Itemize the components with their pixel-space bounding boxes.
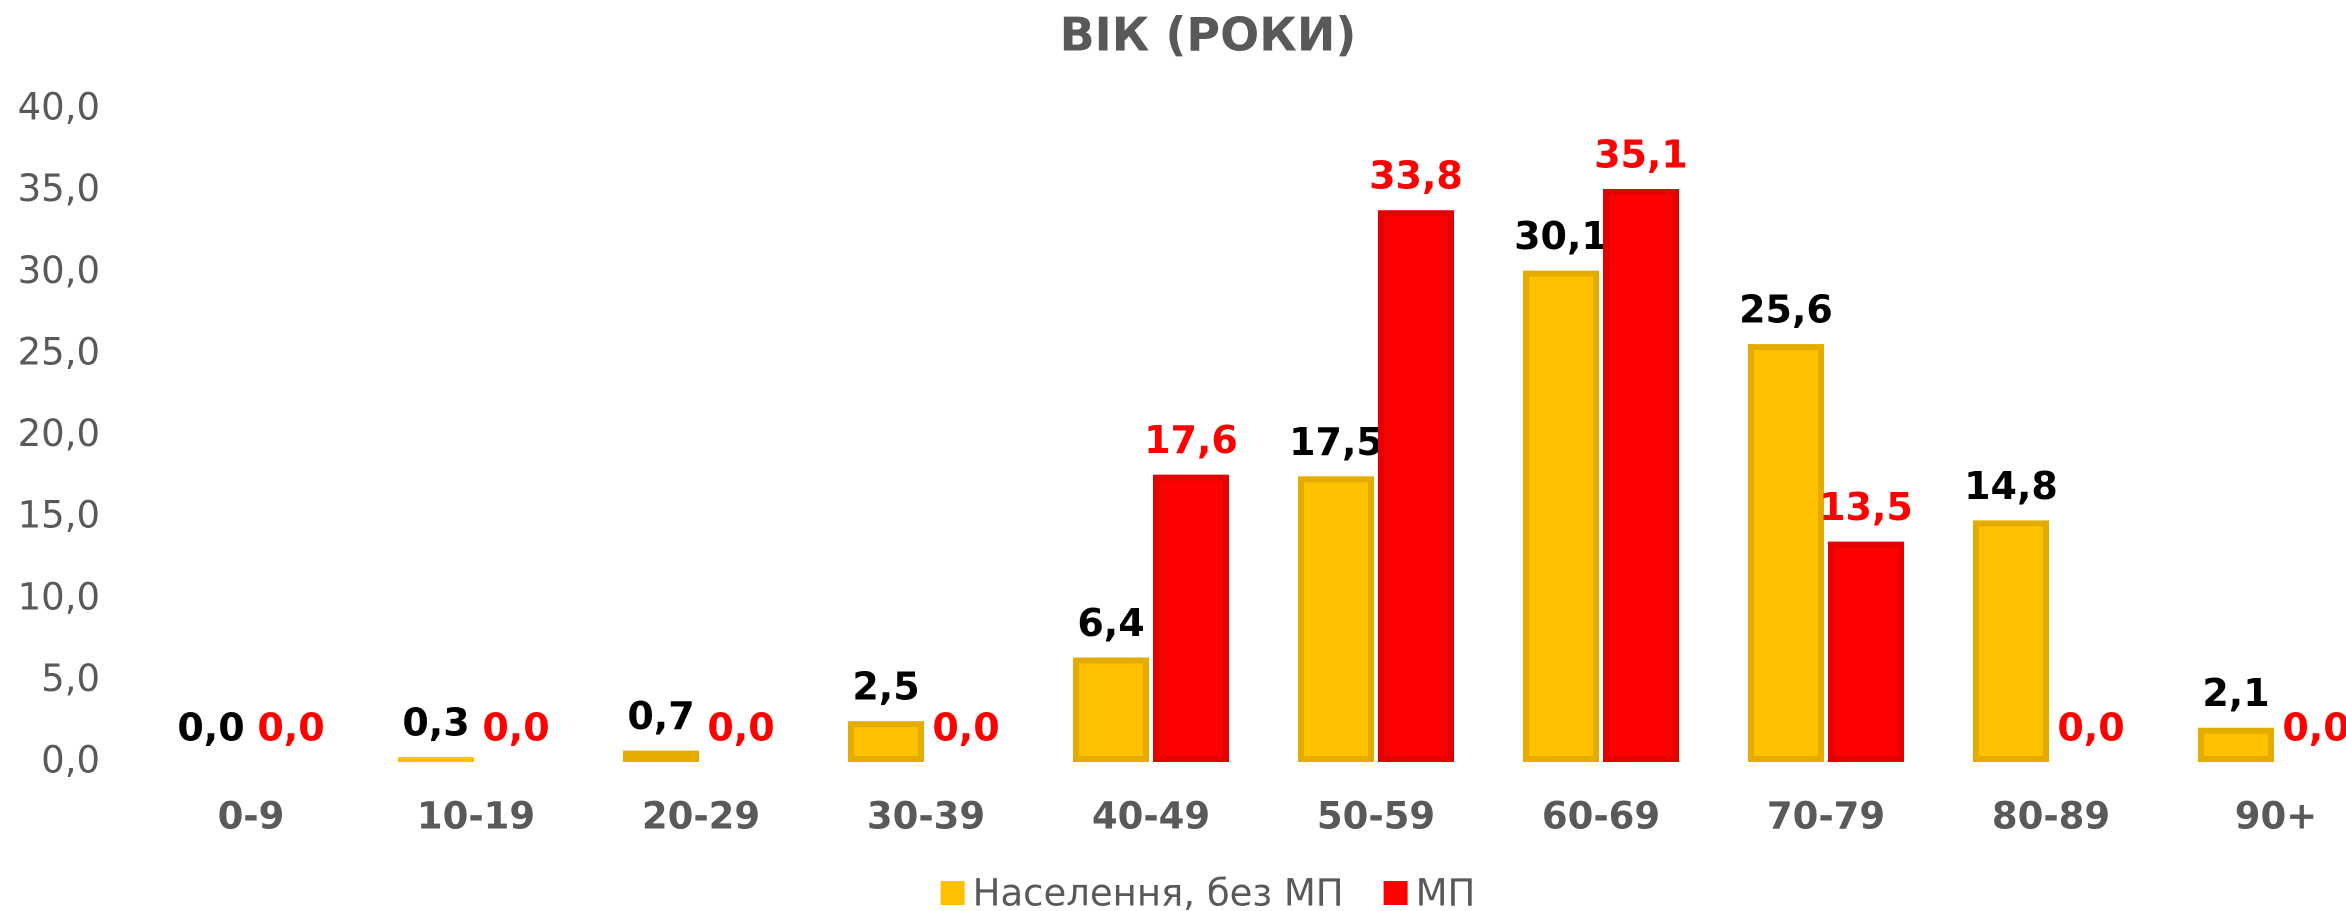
- bar-outline: [1378, 210, 1454, 762]
- legend-label: Населення, без МП: [973, 872, 1344, 911]
- x-tick-label: 20-29: [642, 795, 760, 838]
- legend-swatch: [940, 881, 965, 905]
- bar: [2198, 727, 2274, 762]
- bar-outline: [1828, 541, 1904, 762]
- value-label: 0,3: [402, 701, 469, 745]
- bar: [1973, 520, 2049, 762]
- bar-outline: [1973, 520, 2049, 763]
- x-tick-label: 30-39: [867, 795, 985, 838]
- value-label: 2,1: [2202, 671, 2269, 715]
- legend-label: МП: [1416, 872, 1476, 911]
- y-tick-label: 0,0: [41, 739, 100, 782]
- bar-outline: [1523, 270, 1599, 762]
- bar: [1073, 657, 1149, 762]
- x-tick-label: 50-59: [1317, 795, 1435, 838]
- value-label: 0,0: [932, 706, 999, 750]
- bar-outline: [1153, 474, 1229, 762]
- bar: [1378, 210, 1454, 763]
- value-label: 0,0: [177, 706, 244, 750]
- y-tick-label: 40,0: [18, 86, 100, 129]
- bar-outline: [1073, 657, 1149, 763]
- value-label: 35,1: [1594, 132, 1688, 176]
- bar-outline: [1603, 188, 1679, 762]
- x-tick-label: 80-89: [1992, 795, 2110, 838]
- chart-title: ВІК (РОКИ): [1060, 8, 1357, 62]
- bar: [1298, 476, 1374, 762]
- bar: [848, 721, 924, 762]
- value-label: 0,7: [627, 694, 694, 738]
- value-label: 0,0: [2057, 706, 2124, 750]
- bar: [398, 757, 474, 762]
- value-label: 6,4: [1077, 601, 1144, 645]
- bar-outline: [623, 750, 699, 763]
- bar: [1828, 541, 1904, 762]
- y-tick-label: 25,0: [18, 330, 100, 373]
- bar-outline: [1298, 476, 1374, 762]
- value-label: 0,0: [707, 706, 774, 750]
- bar: [623, 750, 699, 762]
- bar-outline: [1748, 344, 1824, 762]
- y-tick-label: 10,0: [18, 575, 100, 618]
- y-tick-label: 35,0: [18, 167, 100, 210]
- bar: [1523, 270, 1599, 762]
- value-label: 17,6: [1144, 418, 1238, 462]
- y-tick-label: 15,0: [18, 494, 100, 537]
- x-tick-label: 40-49: [1092, 795, 1210, 838]
- value-label: 33,8: [1369, 154, 1463, 198]
- x-tick-label: 70-79: [1767, 795, 1885, 838]
- x-tick-label: 0-9: [218, 795, 285, 838]
- value-label: 13,5: [1819, 485, 1913, 529]
- y-tick-label: 30,0: [18, 249, 100, 292]
- x-tick-label: 60-69: [1542, 795, 1660, 838]
- value-label: 0,0: [2282, 706, 2346, 750]
- x-tick-label: 10-19: [417, 795, 535, 838]
- bar: [1153, 474, 1229, 762]
- x-tick-label: 90+: [2235, 795, 2318, 838]
- bar: [1748, 344, 1824, 762]
- bar-outline: [848, 721, 924, 762]
- value-label: 25,6: [1739, 288, 1833, 332]
- legend-swatch: [1383, 881, 1408, 905]
- value-label: 30,1: [1514, 214, 1608, 258]
- value-label: 14,8: [1964, 464, 2058, 508]
- bar: [1603, 188, 1679, 762]
- y-tick-label: 20,0: [18, 412, 100, 455]
- value-label: 2,5: [852, 665, 919, 709]
- y-tick-label: 5,0: [41, 657, 100, 700]
- value-label: 0,0: [482, 706, 549, 750]
- value-label: 17,5: [1289, 420, 1383, 464]
- value-label: 0,0: [257, 706, 324, 750]
- bar-outline: [2198, 727, 2274, 763]
